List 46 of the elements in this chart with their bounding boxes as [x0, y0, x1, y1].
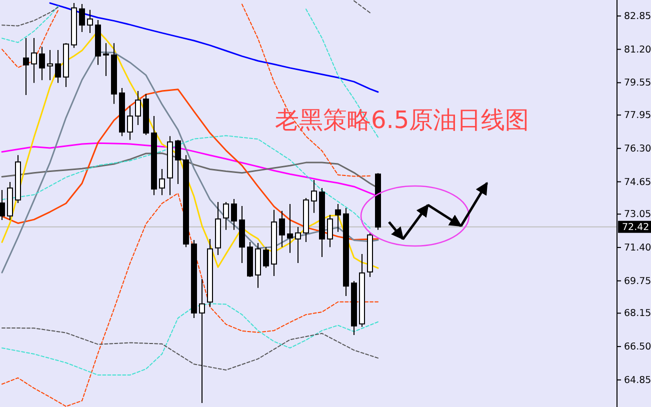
line-series: [2, 6, 58, 43]
y-tick-label: 69.75: [624, 276, 651, 287]
y-tick-label: 68.15: [624, 308, 651, 320]
candlestick: [279, 210, 285, 248]
candlestick: [223, 201, 229, 230]
candlestick: [311, 179, 317, 214]
y-tick-label: 66.50: [624, 342, 651, 353]
candlestick: [263, 246, 269, 268]
candlestick: [127, 105, 133, 140]
candlestick: [31, 38, 37, 84]
line-series: [2, 6, 58, 26]
y-tick-label: 81.20: [624, 44, 651, 56]
y-tick-label: 73.05: [624, 209, 651, 220]
y-tick-label: 77.95: [624, 110, 651, 122]
line-series: [242, 4, 370, 177]
y-tick-label: 74.65: [624, 176, 651, 188]
candlestick: [135, 90, 141, 126]
line-series: [2, 10, 58, 68]
candlestick: [327, 214, 333, 248]
y-tick-label: 82.85: [624, 11, 651, 22]
candlestick: [87, 9, 93, 34]
candlestick: [175, 139, 181, 184]
candlestick: [199, 278, 205, 404]
line-series: [49, 2, 379, 93]
line-series: [2, 303, 378, 376]
annotation: 老黑策略6.5原油日线图: [275, 106, 530, 134]
candlestick: [23, 38, 29, 96]
candlestick: [79, 4, 85, 32]
line-series: [2, 327, 378, 370]
candlestick: [287, 204, 293, 254]
y-tick-label: 71.40: [624, 242, 651, 254]
candlestick: [103, 42, 109, 77]
candlestick: [335, 204, 341, 232]
ref-line-label: 72.42: [622, 222, 650, 234]
y-tick-label: 76.30: [624, 143, 651, 154]
line-series: [2, 135, 370, 229]
candlestick: [55, 49, 61, 84]
candlestick: [0, 190, 5, 220]
candlestick: [39, 46, 45, 81]
candlestick: [47, 49, 53, 81]
line-series: [2, 192, 378, 407]
y-tick-label: 64.85: [624, 374, 651, 386]
candlestick: [159, 168, 165, 196]
candlestick: [295, 226, 301, 264]
y-tick-label: 79.55: [624, 78, 651, 89]
candlestick: [231, 198, 237, 230]
